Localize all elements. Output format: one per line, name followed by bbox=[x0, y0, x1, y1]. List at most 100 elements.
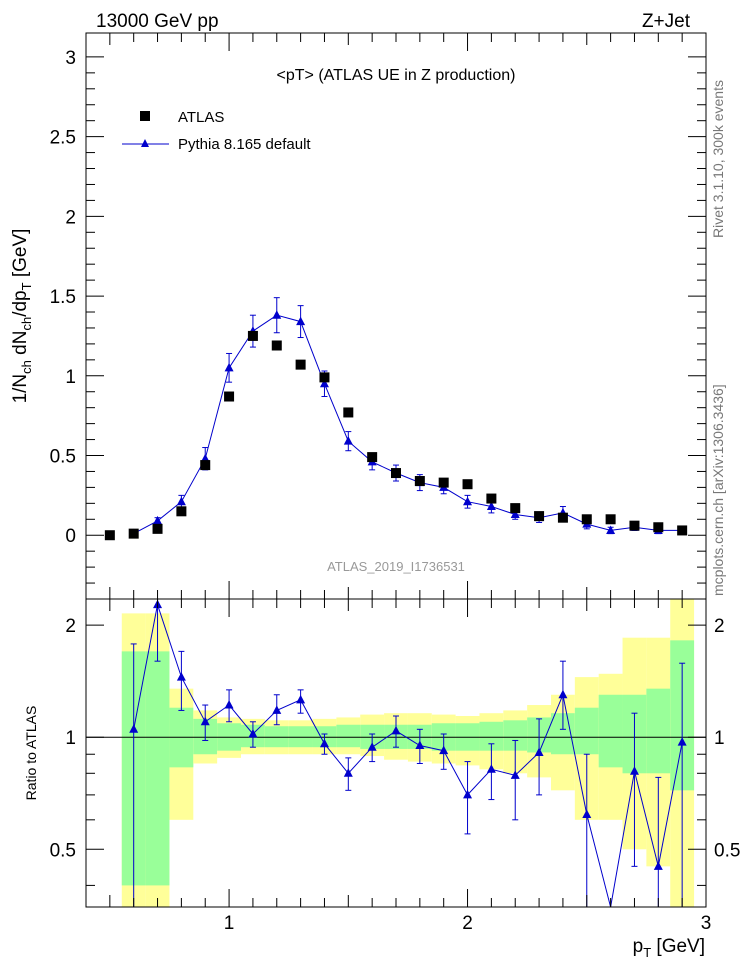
ratio-y-tick-label-right: 1 bbox=[714, 728, 725, 749]
pythia-point bbox=[510, 509, 520, 518]
ratio-point bbox=[463, 789, 473, 799]
pythia-point bbox=[343, 436, 353, 445]
atlas-point bbox=[629, 520, 640, 531]
ratio-point bbox=[272, 705, 282, 714]
atlas-point bbox=[581, 514, 592, 525]
legend-label-atlas: ATLAS bbox=[178, 109, 224, 126]
legend: ATLAS Pythia 8.165 default bbox=[122, 109, 311, 153]
main-panel: 0 0.5 1 1.5 2 2.5 3 <pT> (ATLAS UE in Z produc… bbox=[10, 32, 707, 600]
pythia-point bbox=[486, 501, 496, 511]
atlas-point bbox=[677, 525, 688, 536]
atlas-point bbox=[128, 528, 139, 539]
pythia-point bbox=[200, 453, 210, 463]
ratio-point bbox=[176, 672, 186, 681]
atlas-point bbox=[557, 512, 568, 523]
legend-marker-atlas bbox=[140, 111, 150, 121]
atlas-point bbox=[295, 359, 306, 370]
atlas-point bbox=[605, 514, 616, 525]
legend-marker-pythia bbox=[141, 139, 149, 147]
pythia-point bbox=[296, 316, 306, 326]
pythia-point bbox=[224, 362, 234, 372]
y-tick-label: 0 bbox=[65, 526, 76, 547]
pythia-point bbox=[272, 310, 282, 319]
atlas-point bbox=[391, 468, 401, 479]
green-band bbox=[503, 720, 528, 751]
pythia-point bbox=[176, 496, 186, 506]
y-axis-title: 1/Nch dNch/dpT [GeV] bbox=[10, 229, 34, 404]
ratio-y-tick-label: 1 bbox=[65, 728, 76, 749]
ratio-bands bbox=[121, 599, 695, 907]
atlas-point bbox=[200, 460, 211, 471]
pythia-point bbox=[319, 378, 329, 388]
atlas-point bbox=[271, 340, 282, 351]
ratio-point bbox=[248, 728, 258, 738]
ratio-pythia bbox=[129, 599, 687, 908]
watermark: ATLAS_2019_I1736531 bbox=[327, 559, 465, 574]
atlas-point bbox=[414, 476, 425, 487]
ratio-ticks bbox=[86, 599, 707, 907]
mcplots-label: mcplots.cern.ch [arXiv:1306.3436] bbox=[710, 384, 726, 596]
atlas-points bbox=[104, 330, 688, 541]
ratio-point bbox=[319, 738, 329, 748]
atlas-point bbox=[319, 372, 330, 383]
green-band bbox=[145, 651, 170, 886]
header-right: Z+Jet bbox=[642, 11, 691, 32]
ratio-point bbox=[296, 694, 306, 704]
ratio-point bbox=[582, 809, 592, 819]
ratio-point bbox=[486, 764, 496, 773]
ratio-point bbox=[558, 689, 568, 699]
x-axis-title: pT [GeV] bbox=[633, 936, 705, 960]
atlas-point bbox=[510, 503, 521, 514]
ratio-ytick-labels: 0.5 0.5 1 1 2 2 bbox=[50, 616, 741, 861]
ratio-y-title: Ratio to ATLAS bbox=[23, 706, 39, 801]
pythia-line bbox=[133, 314, 683, 535]
y-tick-label: 2.5 bbox=[50, 128, 76, 149]
ratio-point bbox=[367, 742, 377, 751]
atlas-point bbox=[343, 407, 354, 418]
y-axis-title-text: 1/Nch dNch/dpT [GeV] bbox=[10, 229, 34, 404]
main-ticks bbox=[86, 33, 707, 599]
ratio-point bbox=[677, 737, 687, 746]
atlas-point bbox=[176, 506, 187, 517]
atlas-point bbox=[367, 452, 378, 463]
ratio-y-tick-label: 2 bbox=[65, 616, 76, 637]
ratio-point bbox=[439, 745, 449, 755]
ratio-point bbox=[224, 700, 234, 709]
ratio-panel: 0.5 0.5 1 1 2 2 1 2 3 Ratio to ATLAS pT [GeV] bbox=[23, 598, 741, 960]
ratio-point bbox=[129, 724, 139, 733]
y-tick-label: 1 bbox=[65, 367, 76, 388]
pythia-point bbox=[463, 496, 473, 506]
atlas-point bbox=[247, 330, 258, 341]
ratio-y-tick-label: 0.5 bbox=[50, 840, 76, 861]
main-ytick-labels: 0 0.5 1 1.5 2 2.5 3 bbox=[50, 48, 76, 547]
ratio-point bbox=[534, 747, 544, 756]
ratio-point bbox=[343, 768, 353, 777]
y-tick-label: 0.5 bbox=[50, 447, 76, 468]
ratio-point bbox=[415, 740, 425, 749]
ratio-point bbox=[510, 770, 520, 779]
x-tick-label: 2 bbox=[462, 913, 473, 934]
ratio-point bbox=[653, 861, 663, 870]
atlas-point bbox=[534, 511, 545, 522]
ratio-point bbox=[629, 766, 639, 775]
green-band bbox=[479, 721, 504, 751]
atlas-point bbox=[152, 523, 163, 534]
ratio-point bbox=[391, 725, 401, 735]
pythia-point bbox=[606, 525, 616, 534]
ratio-point bbox=[200, 716, 210, 726]
x-tick-labels: 1 2 3 bbox=[224, 913, 712, 934]
green-band bbox=[646, 688, 671, 774]
header-left: 13000 GeV pp bbox=[96, 11, 219, 32]
ratio-y-tick-label-right: 0.5 bbox=[714, 840, 740, 861]
atlas-point bbox=[653, 522, 664, 533]
pythia-point bbox=[153, 515, 163, 525]
pythia-line-main bbox=[129, 297, 687, 538]
x-tick-label: 1 bbox=[224, 913, 235, 934]
rivet-label: Rivet 3.1.10, 300k events bbox=[710, 80, 726, 238]
atlas-point bbox=[486, 493, 497, 504]
green-band bbox=[336, 724, 361, 748]
x-tick-label: 3 bbox=[701, 913, 712, 934]
atlas-point bbox=[104, 530, 115, 541]
y-tick-label: 1.5 bbox=[50, 287, 76, 308]
